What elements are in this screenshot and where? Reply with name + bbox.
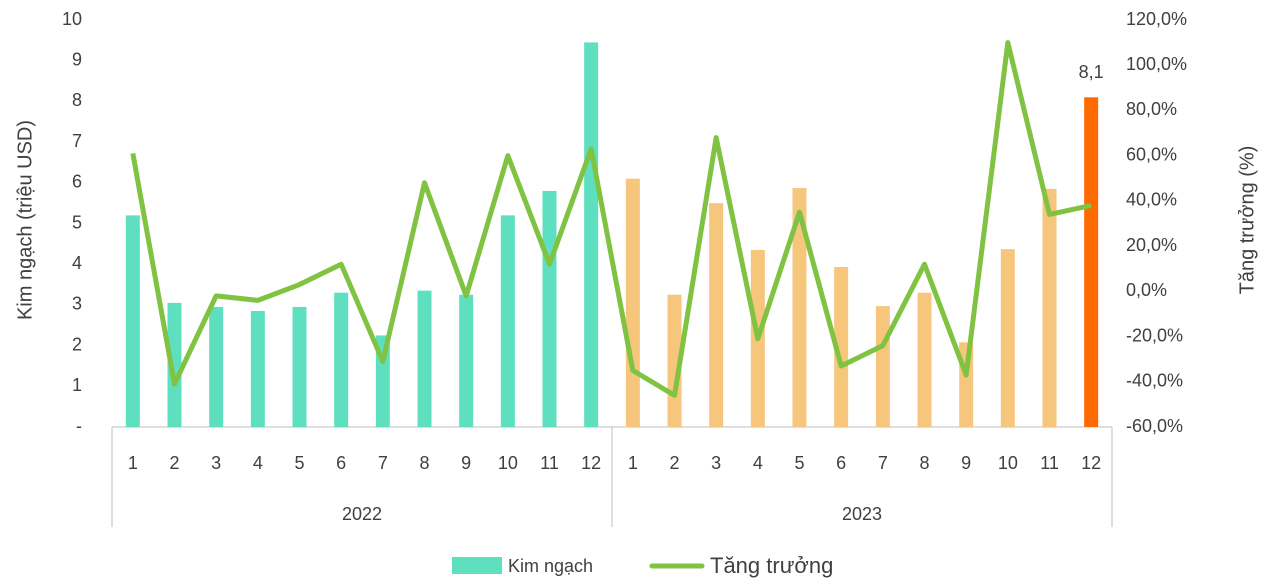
bar [459, 294, 474, 427]
bar [125, 215, 140, 427]
bar [542, 190, 557, 427]
bar [500, 215, 515, 427]
x-tick-label: 12 [581, 453, 601, 473]
x-tick-label: 9 [961, 453, 971, 473]
x-tick-label: 5 [294, 453, 304, 473]
bar [625, 178, 640, 427]
x-tick-label: 10 [998, 453, 1018, 473]
bar [709, 203, 724, 427]
bar [834, 267, 849, 427]
x-tick-label: 5 [794, 453, 804, 473]
y-tick-label: 5 [72, 212, 82, 232]
bar [334, 292, 349, 427]
x-tick-label: 6 [336, 453, 346, 473]
bar [167, 302, 182, 427]
bar [417, 290, 432, 427]
bar [209, 306, 224, 427]
y2-tick-label: -60,0% [1126, 416, 1183, 436]
x-tick-label: 7 [378, 453, 388, 473]
x-tick-label: 3 [711, 453, 721, 473]
bar [1000, 249, 1015, 427]
bar [792, 188, 807, 427]
y-tick-label: 9 [72, 49, 82, 69]
legend-label: Tăng trưởng [710, 553, 833, 578]
x-tick-label: 9 [461, 453, 471, 473]
y-tick-label: 8 [72, 90, 82, 110]
bar [875, 306, 890, 427]
x-tick-label: 10 [498, 453, 518, 473]
y2-tick-label: 0,0% [1126, 280, 1167, 300]
y2-tick-label: 40,0% [1126, 190, 1177, 210]
x-tick-label: 1 [628, 453, 638, 473]
line [130, 40, 1092, 398]
y2-tick-label: 100,0% [1126, 54, 1187, 74]
x-tick-label: 11 [1040, 453, 1059, 473]
y-tick-label: 4 [72, 253, 82, 273]
group-label: 2023 [842, 504, 882, 524]
y2-tick-label: 20,0% [1126, 235, 1177, 255]
y2-tick-label: -20,0% [1126, 325, 1183, 345]
x-tick-label: 2 [669, 453, 679, 473]
bar [1084, 97, 1099, 427]
y2-tick-label: 80,0% [1126, 99, 1177, 119]
x-tick-label: 12 [1081, 453, 1101, 473]
legend-label: Kim ngạch [508, 556, 593, 576]
x-tick-label: 6 [836, 453, 846, 473]
y-tick-label: - [76, 416, 82, 436]
x-tick-label: 1 [128, 453, 138, 473]
group-label: 2022 [342, 504, 382, 524]
bar [584, 42, 599, 427]
x-tick-label: 11 [540, 453, 559, 473]
y-tick-label: 2 [72, 334, 82, 354]
y-tick-label: 1 [72, 375, 82, 395]
y-axis-title: Kim ngạch (triệu USD) [14, 120, 36, 320]
x-tick-label: 8 [419, 453, 429, 473]
x-tick-label: 4 [253, 453, 263, 473]
x-tick-label: 2 [169, 453, 179, 473]
x-tick-label: 8 [919, 453, 929, 473]
y-tick-label: 7 [72, 131, 82, 151]
y-tick-label: 3 [72, 294, 82, 314]
y-tick-label: 6 [72, 172, 82, 192]
y2-tick-label: 60,0% [1126, 144, 1177, 164]
bar [292, 306, 307, 427]
y2-axis-title: Tăng trưởng (%) [1236, 146, 1258, 295]
x-tick-label: 4 [753, 453, 763, 473]
x-tick-label: 3 [211, 453, 221, 473]
legend-swatch [452, 557, 502, 574]
bar [917, 292, 932, 427]
y2-tick-label: 120,0% [1126, 9, 1187, 29]
bar [250, 311, 265, 427]
data-label: 8,1 [1079, 62, 1104, 82]
y2-tick-label: -40,0% [1126, 371, 1183, 391]
y-tick-label: 10 [62, 9, 82, 29]
x-tick-label: 7 [878, 453, 888, 473]
bar [1042, 188, 1057, 427]
